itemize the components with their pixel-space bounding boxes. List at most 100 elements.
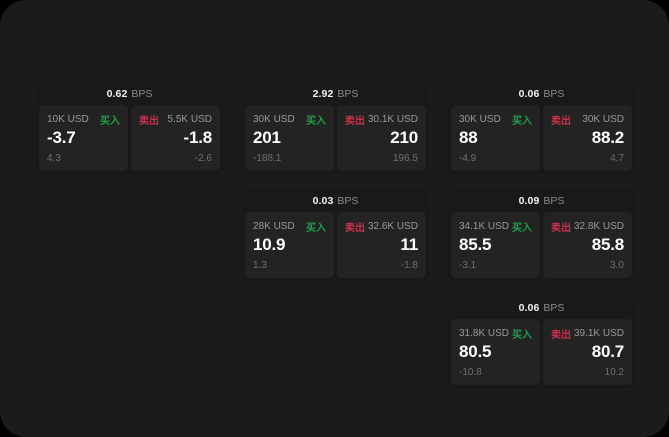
- sell-panel-header: 卖出 32.6K USD: [345, 219, 418, 234]
- sell-panel-header: 卖出 5.5K USD: [139, 112, 212, 127]
- buy-tag: 买入: [512, 329, 532, 341]
- sell-tag: 卖出: [345, 115, 365, 127]
- quote-column-1: 0.62 BPS 10K USD 买入 -3.7: [36, 81, 223, 174]
- bps-value: 0.06: [518, 302, 540, 314]
- buy-panel-header: 30K USD 买入: [253, 112, 326, 127]
- buy-panel[interactable]: 30K USD 买入 201 -188.1: [245, 105, 334, 171]
- card-body: 30K USD 买入 201 -188.1: [242, 105, 429, 174]
- card-body: 30K USD 买入 88 -4.9 卖: [448, 105, 635, 174]
- sell-price-row: -1.8: [139, 127, 213, 150]
- sell-price: 88.2: [591, 128, 624, 148]
- sell-panel[interactable]: 卖出 32.8K USD 85.8 3.0: [543, 212, 632, 278]
- quote-card[interactable]: 0.09 BPS 34.1K USD 买入 85.5: [448, 188, 635, 281]
- card-body: 31.8K USD 买入 80.5 -10.8: [448, 319, 635, 388]
- buy-tag: 买入: [306, 115, 326, 127]
- sell-panel[interactable]: 卖出 5.5K USD -1.8 -2.6: [131, 105, 220, 171]
- sell-size-label: 5.5K USD: [167, 113, 212, 125]
- sell-tag: 卖出: [139, 115, 159, 127]
- sell-delta: 10.2: [604, 366, 624, 378]
- bps-value: 0.03: [312, 195, 334, 207]
- sell-panel[interactable]: 卖出 30K USD 88.2 4.7: [543, 105, 632, 171]
- sell-price: -1.8: [183, 128, 213, 148]
- buy-price-row: -3.7: [47, 127, 120, 150]
- sell-delta: -1.8: [400, 259, 418, 271]
- buy-panel-header: 28K USD 买入: [253, 219, 326, 234]
- sell-panel[interactable]: 卖出 39.1K USD 80.7 10.2: [543, 319, 632, 385]
- sell-price: 11: [400, 235, 418, 255]
- buy-size-label: 34.1K USD: [459, 220, 510, 232]
- sell-panel-header: 卖出 30.1K USD: [345, 112, 418, 127]
- quote-card[interactable]: 0.03 BPS 28K USD 买入 10.9: [242, 188, 429, 281]
- sell-tag: 卖出: [551, 329, 571, 341]
- sell-delta-row: 4.7: [551, 152, 624, 165]
- buy-tag: 买入: [512, 115, 532, 127]
- quote-card[interactable]: 0.06 BPS 31.8K USD 买入 80.5: [448, 295, 635, 388]
- bps-unit-label: BPS: [337, 88, 359, 100]
- quote-column-3: 0.06 BPS 30K USD 买入 88: [448, 81, 635, 388]
- quote-card[interactable]: 0.06 BPS 30K USD 买入 88: [448, 81, 635, 174]
- buy-size-label: 30K USD: [253, 113, 295, 125]
- buy-delta-row: -188.1: [253, 152, 326, 165]
- buy-delta-row: 4.3: [47, 152, 120, 165]
- sell-tag: 卖出: [551, 222, 571, 234]
- bps-unit-label: BPS: [543, 88, 565, 100]
- buy-panel[interactable]: 30K USD 买入 88 -4.9: [451, 105, 540, 171]
- sell-size-label: 30.1K USD: [367, 113, 418, 125]
- sell-size-label: 39.1K USD: [573, 327, 624, 339]
- sell-delta-row: -1.8: [345, 259, 418, 272]
- sell-delta-row: -2.6: [139, 152, 212, 165]
- card-body: 10K USD 买入 -3.7 4.3: [36, 105, 223, 174]
- bps-unit-label: BPS: [543, 302, 565, 314]
- sell-delta-row: 196.5: [345, 152, 418, 165]
- buy-price: 201: [253, 128, 281, 148]
- buy-tag: 买入: [512, 222, 532, 234]
- buy-delta: -4.9: [459, 152, 477, 164]
- card-header: 0.09 BPS: [448, 188, 635, 212]
- buy-delta: -10.8: [459, 366, 482, 378]
- buy-size-label: 30K USD: [459, 113, 501, 125]
- card-header: 0.62 BPS: [36, 81, 223, 105]
- bps-value: 0.62: [106, 88, 128, 100]
- buy-delta: 1.3: [253, 259, 267, 271]
- sell-panel-header: 卖出 30K USD: [551, 112, 624, 127]
- sell-delta: -2.6: [194, 152, 212, 164]
- buy-panel-header: 34.1K USD 买入: [459, 219, 532, 234]
- quote-grid: 0.62 BPS 10K USD 买入 -3.7: [36, 81, 636, 388]
- sell-price-row: 210: [345, 127, 418, 150]
- buy-delta-row: -10.8: [459, 366, 532, 379]
- quote-card[interactable]: 0.62 BPS 10K USD 买入 -3.7: [36, 81, 223, 174]
- bps-unit-label: BPS: [337, 195, 359, 207]
- sell-tag: 卖出: [345, 222, 365, 234]
- card-header: 0.03 BPS: [242, 188, 429, 212]
- buy-price: 80.5: [459, 342, 492, 362]
- sell-price: 210: [390, 128, 418, 148]
- buy-panel[interactable]: 10K USD 买入 -3.7 4.3: [39, 105, 128, 171]
- sell-delta: 4.7: [610, 152, 624, 164]
- sell-price-row: 85.8: [551, 234, 624, 257]
- bps-unit-label: BPS: [131, 88, 153, 100]
- card-header: 2.92 BPS: [242, 81, 429, 105]
- buy-tag: 买入: [306, 222, 326, 234]
- buy-delta-row: -3.1: [459, 259, 532, 272]
- sell-panel[interactable]: 卖出 32.6K USD 11 -1.8: [337, 212, 426, 278]
- buy-panel[interactable]: 28K USD 买入 10.9 1.3: [245, 212, 334, 278]
- sell-price-row: 80.7: [551, 341, 624, 364]
- sell-delta-row: 10.2: [551, 366, 624, 379]
- quote-card[interactable]: 2.92 BPS 30K USD 买入 201: [242, 81, 429, 174]
- sell-panel[interactable]: 卖出 30.1K USD 210 196.5: [337, 105, 426, 171]
- buy-panel[interactable]: 31.8K USD 买入 80.5 -10.8: [451, 319, 540, 385]
- buy-delta: -3.1: [459, 259, 477, 271]
- sell-panel-header: 卖出 32.8K USD: [551, 219, 624, 234]
- buy-delta: -188.1: [253, 152, 282, 164]
- card-body: 34.1K USD 买入 85.5 -3.1: [448, 212, 635, 281]
- bps-value: 0.06: [518, 88, 540, 100]
- buy-panel[interactable]: 34.1K USD 买入 85.5 -3.1: [451, 212, 540, 278]
- sell-size-label: 32.6K USD: [367, 220, 418, 232]
- buy-price: 85.5: [459, 235, 492, 255]
- sell-price-row: 88.2: [551, 127, 624, 150]
- buy-size-label: 10K USD: [47, 113, 89, 125]
- sell-delta: 196.5: [392, 152, 418, 164]
- buy-size-label: 28K USD: [253, 220, 295, 232]
- card-body: 28K USD 买入 10.9 1.3: [242, 212, 429, 281]
- sell-price: 85.8: [591, 235, 624, 255]
